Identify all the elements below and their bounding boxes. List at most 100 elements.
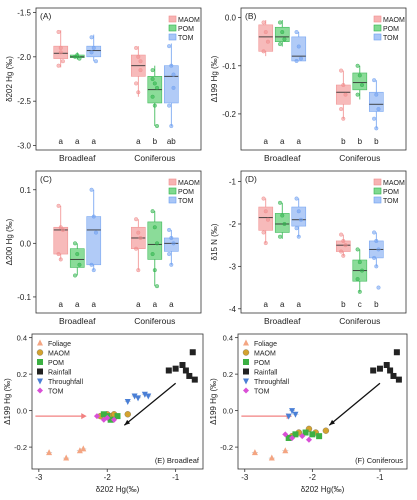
y-tick-label: 0.0 [225,14,237,23]
data-point [58,225,63,230]
data-point [93,59,98,64]
scatter-point [243,387,249,394]
data-point [89,50,94,55]
x-tick-label: -3 [35,473,43,482]
legend-label: TOM [383,35,399,42]
y-tick-label: -0.1 [222,62,236,71]
legend-label: TOM [254,389,270,396]
box-panel-3: -4 -3 -2 -1 δ15 N (‰) (D) a a a b c b Broadleaf Conif… [210,170,407,326]
x-tick-label: -1 [172,473,180,482]
data-point [294,226,299,231]
data-point [298,217,303,222]
scatter-point [191,376,198,383]
data-point [169,63,174,68]
scatter-point [107,416,114,423]
data-point [77,56,82,61]
legend-label: POM [178,26,194,33]
data-point [152,268,157,273]
data-point [278,20,283,25]
y-tick-label: 0.0 [20,239,32,248]
scatter-point [289,408,296,415]
significance-letter: b [374,137,379,146]
scatter-point [114,413,121,420]
data-point [360,268,365,273]
significance-letter: a [264,300,269,309]
data-point [75,252,80,257]
legend-label: TOM [178,198,194,205]
data-point [171,85,176,90]
data-point [341,238,346,243]
scatter-point [46,449,53,456]
box-maom [53,226,69,255]
scatter-point [285,413,292,420]
black-arrow [328,382,381,426]
data-point [138,68,143,73]
data-point [355,277,360,282]
legend-label: MAOM [383,180,405,187]
significance-letter: a [280,300,285,309]
data-point [134,217,139,222]
group-label: Broadleaf [264,316,301,326]
scatter-point [37,387,43,394]
legend-label: MAOM [383,17,405,24]
significance-letter: a [153,300,158,309]
significance-letter: a [136,137,141,146]
group-label: Broadleaf [264,153,301,163]
scatter-point [36,349,44,356]
scatter-point [393,349,400,356]
y-tick-label: 0.4 [223,334,233,343]
data-point [73,273,78,278]
data-point [134,246,139,251]
data-point [339,107,344,112]
data-point [169,235,174,240]
legend-swatch [373,15,382,23]
x-tick-label: -2 [104,473,112,482]
data-point [56,252,61,257]
legend-swatch [168,24,177,32]
box-panel-1: -0.2 -0.1 0.0 Δ199 Hg (‰) (B) a a a b b b Broadleaf… [210,7,407,163]
box-tom [163,65,179,104]
scatter-point [282,447,289,454]
y-tick-label: 0.1 [20,186,32,195]
y-tick-label: -3.0 [17,142,31,151]
data-point [134,81,139,86]
data-point [261,230,266,235]
data-point [60,59,65,64]
black-arrow-head [329,419,336,426]
data-point [374,238,379,243]
y-tick-label: -0.2 [222,110,236,119]
x-axis-label: δ202 Hg(‰) [96,485,140,494]
data-point [150,94,155,99]
significance-letter: b [341,137,346,146]
y-tick-label: 0.2 [17,370,27,379]
data-point [58,257,63,262]
data-point [282,221,287,226]
data-point [60,227,65,232]
legend-label: MAOM [178,180,200,187]
data-point [91,45,96,50]
significance-letter: a [136,300,141,309]
panel-label: (C) [40,174,52,184]
black-arrow [123,382,177,426]
scatter-point [322,427,330,434]
data-point [154,284,159,289]
data-point [91,268,96,273]
scatter-point [37,378,43,385]
data-point [91,214,96,219]
significance-letter: a [297,137,302,146]
data-point [167,227,172,232]
data-point [357,289,362,294]
data-point [294,58,299,63]
y-axis-label: Δ199 Hg (‰) [210,55,219,102]
data-point [154,85,159,90]
data-point [152,103,157,108]
data-point [355,92,360,97]
scatter-point [395,376,402,383]
legend-label: POM [254,360,270,367]
scatter-point [165,367,172,374]
group-label: Broadleaf [59,316,96,326]
y-axis-label: δ15 N (‰) [210,223,219,260]
data-point [278,234,283,239]
scatter-point [145,393,152,400]
